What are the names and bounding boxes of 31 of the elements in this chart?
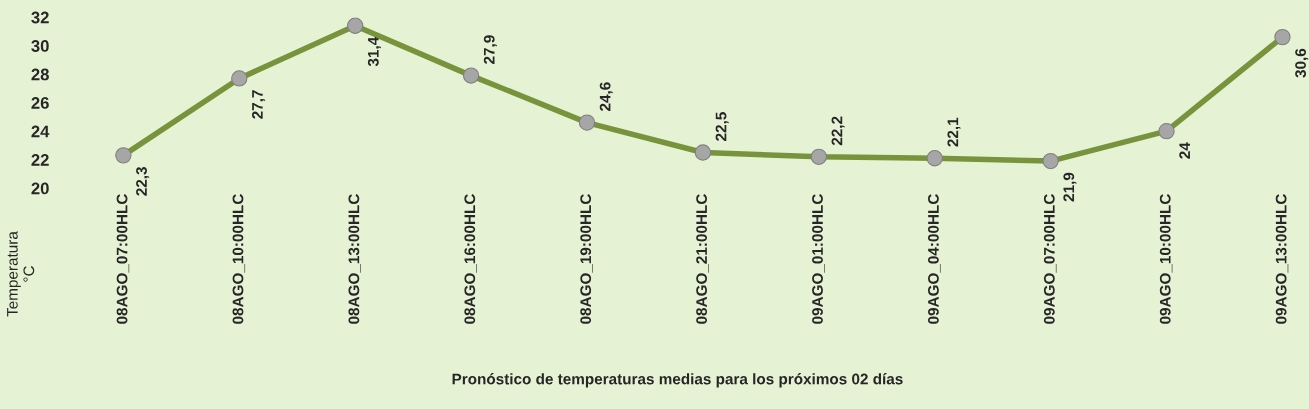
y-tick-label: 28 [31,68,49,81]
x-tick-label: 08AGO_21:00HLC [696,194,709,324]
y-tick-label: 32 [31,11,49,24]
x-tick-label: 09AGO_13:00HLC [1275,194,1289,324]
y-tick-label: 22 [31,154,49,166]
x-tick-label: 09AGO_01:00HLC [812,194,825,324]
x-axis-title: Pronóstico de temperaturas medias para los próximos 02 días [452,373,903,388]
data-label: 27,9 [483,35,497,64]
y-tick-label: 30 [31,40,49,52]
x-tick-label: 09AGO_04:00HLC [928,194,941,324]
y-tick-label: 26 [31,97,49,109]
x-tick-label: 08AGO_16:00HLC [464,194,477,324]
x-tick-label: 08AGO_07:00HLC [116,194,130,324]
data-label: 22,5 [715,112,729,141]
x-tick-label: 09AGO_10:00HLC [1159,194,1173,324]
x-tick-label: 09AGO_07:00HLC [1043,194,1057,324]
data-label: 22,1 [947,117,961,147]
data-label: 24,6 [599,82,613,111]
data-label: 22,3 [136,167,150,196]
x-tick-label: 08AGO_19:00HLC [580,194,593,324]
y-tick-label: 20 [31,182,49,195]
y-tick-label: 24 [31,125,50,138]
x-tick-label: 08AGO_13:00HLC [348,194,361,324]
data-label: 30,6 [1295,48,1309,78]
data-label: 21,9 [1063,172,1077,202]
data-label: 27,7 [252,90,266,119]
y-axis-title: Temperatura °C [7,231,35,317]
data-label: 31,4 [367,36,381,67]
x-tick-label: 08AGO_10:00HLC [232,194,246,324]
data-label: 22,2 [831,116,845,146]
data-label: 24 [1179,142,1190,159]
